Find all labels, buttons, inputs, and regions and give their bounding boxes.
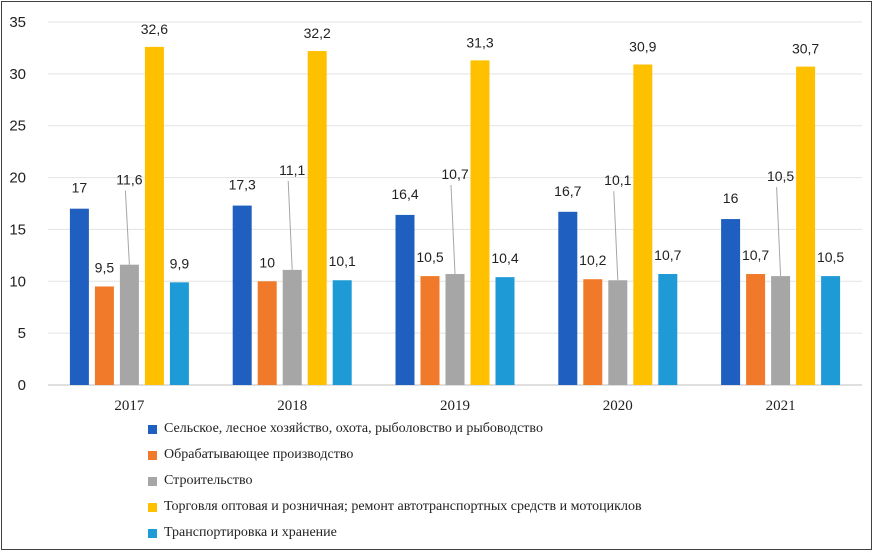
bar <box>257 281 277 385</box>
legend-item: Транспортировка и хранение <box>148 520 848 546</box>
bar <box>495 277 515 385</box>
legend-swatch <box>148 502 157 512</box>
bar <box>232 205 252 385</box>
leader-line <box>450 185 456 275</box>
bar <box>658 274 678 385</box>
data-label: 16,4 <box>391 186 418 202</box>
y-tick-label: 5 <box>18 325 26 342</box>
data-label: 10,5 <box>416 249 443 265</box>
legend-item: Торговля оптовая и розничная; ремонт авт… <box>148 494 848 520</box>
y-tick-label: 15 <box>9 221 26 238</box>
data-label: 30,9 <box>629 39 656 55</box>
legend-item: Строительство <box>148 468 848 494</box>
data-label: 17,3 <box>229 177 256 193</box>
legend-label: Сельское, лесное хозяйство, охота, рыбол… <box>164 421 543 436</box>
data-label: 10,7 <box>742 247 769 263</box>
bar <box>633 64 653 385</box>
data-label: 10,5 <box>767 168 794 184</box>
bar <box>144 46 164 386</box>
data-label: 31,3 <box>466 34 493 50</box>
data-label: 16 <box>723 190 739 206</box>
bar <box>746 274 766 385</box>
data-label: 10,1 <box>604 172 631 188</box>
data-label: 10 <box>259 254 275 270</box>
data-label: 9,5 <box>95 259 115 275</box>
bar <box>771 276 791 385</box>
data-label: 10,5 <box>817 249 844 265</box>
bar <box>69 208 89 385</box>
data-label: 17 <box>72 180 88 196</box>
bar <box>721 219 741 385</box>
y-tick-label: 0 <box>18 377 26 394</box>
data-label: 32,2 <box>304 25 331 41</box>
bar <box>395 214 415 385</box>
x-category-label: 2018 <box>277 398 307 414</box>
bar <box>583 279 603 385</box>
legend-item: Сельское, лесное хозяйство, охота, рыбол… <box>148 416 848 442</box>
y-tick-label: 35 <box>9 14 26 31</box>
x-category-label: 2019 <box>440 398 470 414</box>
legend-swatch <box>148 476 157 486</box>
leader-line <box>776 187 782 277</box>
bar <box>608 280 628 385</box>
y-tick-label: 25 <box>9 118 26 135</box>
data-labels: 17 9,5 11,6 32,6 9,9 17,3 10 11,1 32,2 10,1 16,4 10… <box>72 21 845 276</box>
bar <box>420 276 440 385</box>
legend-swatch <box>148 528 157 538</box>
legend-label: Транспортировка и хранение <box>164 525 337 540</box>
legend-swatch <box>148 424 157 434</box>
x-category-label: 2021 <box>766 398 796 414</box>
bar <box>470 60 490 385</box>
bar <box>558 211 578 385</box>
y-tick-label: 30 <box>9 66 26 83</box>
legend: Сельское, лесное хозяйство, охота, рыбол… <box>148 416 848 546</box>
leader-line <box>287 180 293 270</box>
y-tick-label: 20 <box>9 170 26 187</box>
bar <box>796 66 816 386</box>
data-label: 16,7 <box>554 183 581 199</box>
data-label: 30,7 <box>792 41 819 57</box>
data-label: 10,1 <box>329 253 356 269</box>
data-label: 11,6 <box>116 172 142 188</box>
data-label: 10,4 <box>491 250 518 266</box>
legend-swatch <box>148 450 157 460</box>
bar <box>119 264 139 385</box>
x-axis-categories: 2017 2018 2019 2020 2021 <box>114 398 795 414</box>
data-label: 10,7 <box>441 166 468 182</box>
legend-label: Обрабатывающее производство <box>164 447 354 462</box>
data-label: 9,9 <box>170 255 190 271</box>
bar <box>169 282 189 385</box>
label-leader-lines <box>124 180 782 281</box>
bar <box>307 51 327 385</box>
x-category-label: 2020 <box>603 398 633 414</box>
legend-label: Торговля оптовая и розничная; ремонт авт… <box>164 499 642 514</box>
bars <box>69 46 841 386</box>
legend-label: Строительство <box>164 473 253 488</box>
bar <box>332 280 352 385</box>
y-tick-label: 10 <box>9 273 26 290</box>
y-axis-ticks: 0 5 10 15 20 25 30 35 <box>9 14 26 394</box>
bar <box>445 274 465 385</box>
leader-line <box>124 190 130 265</box>
data-label: 11,1 <box>279 162 305 178</box>
x-category-label: 2017 <box>114 398 145 414</box>
data-label: 10,2 <box>579 252 606 268</box>
bar <box>94 286 114 385</box>
data-label: 32,6 <box>141 21 168 37</box>
leader-line <box>613 191 619 281</box>
bar <box>821 276 841 385</box>
legend-item: Обрабатывающее производство <box>148 442 848 468</box>
data-label: 10,7 <box>654 247 681 263</box>
bar <box>282 269 302 385</box>
